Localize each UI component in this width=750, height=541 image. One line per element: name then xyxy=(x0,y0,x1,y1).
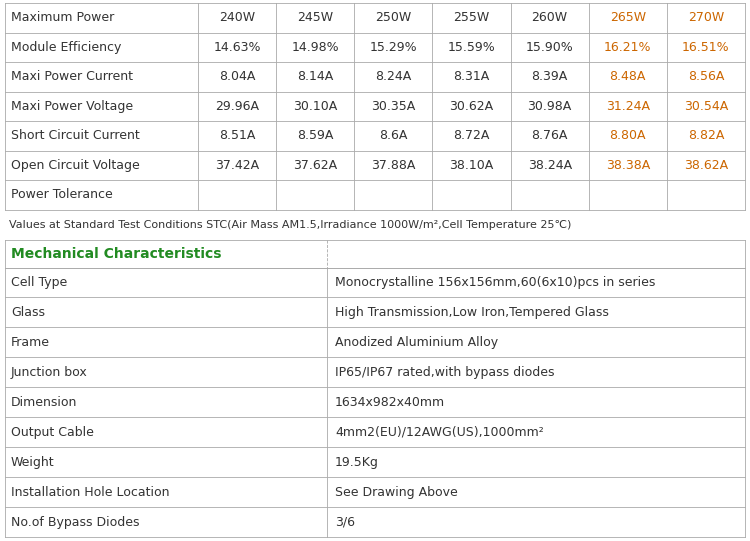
Text: 255W: 255W xyxy=(453,11,490,24)
Text: Frame: Frame xyxy=(11,336,50,349)
Text: Cell Type: Cell Type xyxy=(11,276,68,289)
Text: Maximum Power: Maximum Power xyxy=(11,11,114,24)
Text: Maxi Power Voltage: Maxi Power Voltage xyxy=(11,100,134,113)
Text: 8.24A: 8.24A xyxy=(375,70,412,83)
Text: See Drawing Above: See Drawing Above xyxy=(335,486,458,499)
Text: 260W: 260W xyxy=(532,11,568,24)
Text: 38.62A: 38.62A xyxy=(684,159,728,171)
Text: 30.35A: 30.35A xyxy=(371,100,416,113)
Text: 38.10A: 38.10A xyxy=(449,159,494,171)
Text: 250W: 250W xyxy=(375,11,412,24)
Text: 30.10A: 30.10A xyxy=(293,100,338,113)
Text: Monocrystalline 156x156mm,60(6x10)pcs in series: Monocrystalline 156x156mm,60(6x10)pcs in… xyxy=(335,276,656,289)
Text: 16.51%: 16.51% xyxy=(682,41,730,54)
Text: Short Circuit Current: Short Circuit Current xyxy=(11,129,140,142)
Text: 8.6A: 8.6A xyxy=(380,129,407,142)
Text: Power Tolerance: Power Tolerance xyxy=(11,188,112,201)
Text: 8.04A: 8.04A xyxy=(219,70,255,83)
Text: 15.90%: 15.90% xyxy=(526,41,574,54)
Text: 8.51A: 8.51A xyxy=(219,129,255,142)
Text: 8.80A: 8.80A xyxy=(610,129,646,142)
Text: 19.5Kg: 19.5Kg xyxy=(335,456,379,469)
Text: 37.62A: 37.62A xyxy=(293,159,338,171)
Text: 38.38A: 38.38A xyxy=(606,159,650,171)
Text: 270W: 270W xyxy=(688,11,724,24)
Text: Values at Standard Test Conditions STC(Air Mass AM1.5,Irradiance 1000W/m²,Cell T: Values at Standard Test Conditions STC(A… xyxy=(9,221,572,230)
Text: 30.62A: 30.62A xyxy=(449,100,494,113)
Text: 29.96A: 29.96A xyxy=(215,100,259,113)
Text: 3/6: 3/6 xyxy=(335,516,355,529)
Text: Glass: Glass xyxy=(11,306,45,319)
Text: 15.59%: 15.59% xyxy=(448,41,495,54)
Text: 240W: 240W xyxy=(219,11,255,24)
Text: 8.48A: 8.48A xyxy=(610,70,646,83)
Text: 4mm2(EU)/12AWG(US),1000mm²: 4mm2(EU)/12AWG(US),1000mm² xyxy=(335,426,544,439)
Text: 30.54A: 30.54A xyxy=(684,100,728,113)
Text: 37.88A: 37.88A xyxy=(371,159,416,171)
Text: 1634x982x40mm: 1634x982x40mm xyxy=(335,396,445,409)
Text: Mechanical Characteristics: Mechanical Characteristics xyxy=(11,247,221,261)
Text: 8.76A: 8.76A xyxy=(532,129,568,142)
Text: Module Efficiency: Module Efficiency xyxy=(11,41,122,54)
Text: 14.63%: 14.63% xyxy=(213,41,261,54)
Text: 30.98A: 30.98A xyxy=(527,100,572,113)
Text: 8.39A: 8.39A xyxy=(532,70,568,83)
Text: Installation Hole Location: Installation Hole Location xyxy=(11,486,170,499)
Text: Open Circuit Voltage: Open Circuit Voltage xyxy=(11,159,140,171)
Text: 8.82A: 8.82A xyxy=(688,129,724,142)
Text: No.of Bypass Diodes: No.of Bypass Diodes xyxy=(11,516,140,529)
Text: Maxi Power Current: Maxi Power Current xyxy=(11,70,133,83)
Text: 265W: 265W xyxy=(610,11,646,24)
Text: 14.98%: 14.98% xyxy=(292,41,339,54)
Text: 8.56A: 8.56A xyxy=(688,70,724,83)
Text: Weight: Weight xyxy=(11,456,55,469)
Text: Junction box: Junction box xyxy=(11,366,88,379)
Text: High Transmission,Low Iron,Tempered Glass: High Transmission,Low Iron,Tempered Glas… xyxy=(335,306,609,319)
Text: 31.24A: 31.24A xyxy=(606,100,650,113)
Text: 245W: 245W xyxy=(297,11,333,24)
Text: Output Cable: Output Cable xyxy=(11,426,94,439)
Text: 8.14A: 8.14A xyxy=(297,70,333,83)
Text: Anodized Aluminium Alloy: Anodized Aluminium Alloy xyxy=(335,336,498,349)
Text: 8.59A: 8.59A xyxy=(297,129,334,142)
Text: 15.29%: 15.29% xyxy=(370,41,417,54)
Text: IP65/IP67 rated,with bypass diodes: IP65/IP67 rated,with bypass diodes xyxy=(335,366,554,379)
Text: 8.72A: 8.72A xyxy=(453,129,490,142)
Text: 38.24A: 38.24A xyxy=(527,159,572,171)
Text: 37.42A: 37.42A xyxy=(215,159,260,171)
Text: Dimension: Dimension xyxy=(11,396,77,409)
Text: 16.21%: 16.21% xyxy=(604,41,652,54)
Text: 8.31A: 8.31A xyxy=(453,70,490,83)
